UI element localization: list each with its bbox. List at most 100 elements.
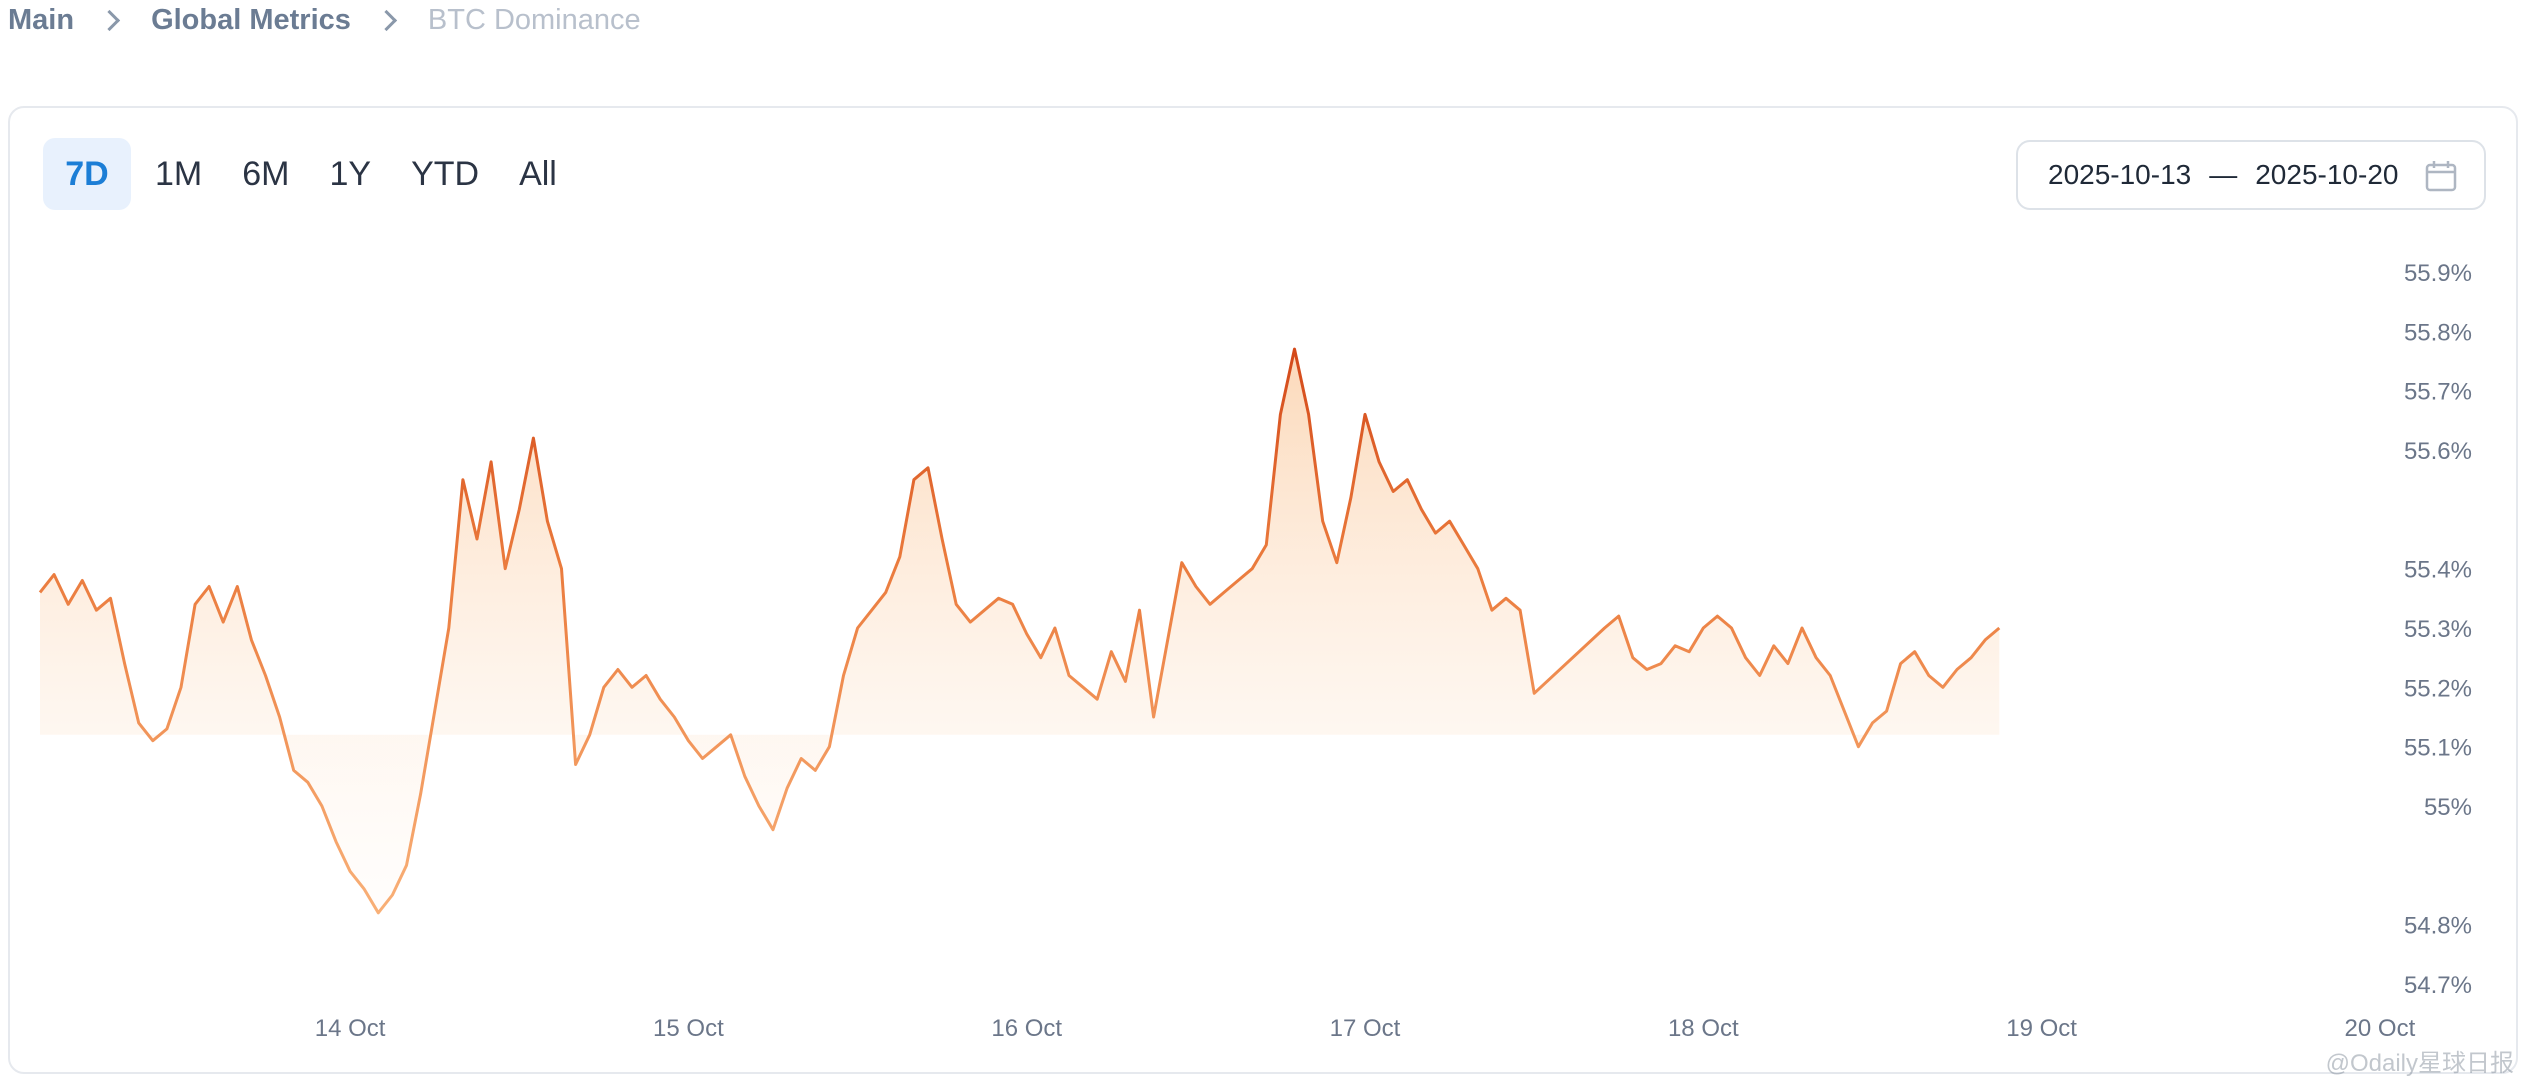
- data-point: [432, 708, 438, 714]
- data-point: [1292, 346, 1298, 352]
- data-point: [1940, 684, 1946, 690]
- range-1y-button[interactable]: 1Y: [329, 154, 372, 193]
- data-point: [460, 477, 466, 483]
- data-point: [953, 601, 959, 607]
- data-point: [855, 625, 861, 631]
- data-point: [333, 839, 339, 845]
- data-point: [728, 732, 734, 738]
- data-point: [685, 738, 691, 744]
- data-point: [1151, 714, 1157, 720]
- x-tick-label: 17 Oct: [1330, 1015, 1401, 1042]
- data-point: [1700, 625, 1706, 631]
- chart-card: 7D 1M 6M 1Y YTD All 2025-10-13 — 2025-10…: [8, 106, 2518, 1074]
- chart-series-line: [38, 347, 2001, 915]
- data-point: [488, 459, 494, 465]
- data-point: [1306, 411, 1312, 417]
- data-point: [164, 726, 170, 732]
- data-point: [544, 518, 550, 524]
- range-1m-button[interactable]: 1M: [155, 154, 203, 193]
- date-end: 2025-10-20: [2255, 159, 2399, 190]
- data-point: [1024, 631, 1030, 637]
- data-point: [812, 767, 818, 773]
- data-point: [1094, 696, 1100, 702]
- data-point: [1433, 530, 1439, 536]
- breadcrumb-global-metrics[interactable]: Global Metrics: [151, 4, 351, 36]
- data-point: [1404, 477, 1410, 483]
- range-7d-button[interactable]: 7D: [43, 138, 131, 210]
- data-point: [1841, 708, 1847, 714]
- range-all-button[interactable]: All: [519, 154, 557, 193]
- range-6m-button[interactable]: 6M: [242, 154, 290, 193]
- time-range-selector: 7D 1M 6M 1Y YTD All: [43, 138, 577, 210]
- breadcrumb-main[interactable]: Main: [8, 4, 75, 36]
- chevron-right-icon: [98, 9, 121, 32]
- calendar-icon[interactable]: [2424, 159, 2458, 200]
- range-ytd-button[interactable]: YTD: [411, 154, 480, 193]
- y-tick-label: 54.8%: [2404, 913, 2472, 940]
- data-point: [206, 584, 212, 590]
- data-point: [1968, 655, 1974, 661]
- data-point: [967, 619, 973, 625]
- y-tick-label: 55.8%: [2404, 319, 2472, 346]
- x-tick-label: 19 Oct: [2006, 1015, 2077, 1042]
- y-tick-label: 55.9%: [2404, 260, 2472, 287]
- data-point: [37, 589, 43, 595]
- y-tick-label: 55.1%: [2404, 735, 2472, 762]
- data-point: [1390, 489, 1396, 495]
- data-point: [883, 589, 889, 595]
- data-point: [1010, 601, 1016, 607]
- data-point: [643, 673, 649, 679]
- data-point: [1982, 637, 1988, 643]
- data-point: [93, 607, 99, 613]
- data-point: [1475, 566, 1481, 572]
- data-point: [178, 684, 184, 690]
- data-point: [1686, 649, 1692, 655]
- data-point: [1165, 637, 1171, 643]
- data-point: [559, 566, 565, 572]
- data-point: [1644, 667, 1650, 673]
- data-point: [700, 756, 706, 762]
- y-tick-label: 55.4%: [2404, 557, 2472, 584]
- chart-area-fill: [40, 349, 2000, 913]
- data-point: [150, 738, 156, 744]
- data-point: [1898, 661, 1904, 667]
- data-point: [291, 767, 297, 773]
- data-point: [1531, 690, 1537, 696]
- data-point: [136, 720, 142, 726]
- chevron-right-icon: [375, 9, 397, 32]
- data-point: [192, 601, 198, 607]
- data-point: [1729, 625, 1735, 631]
- data-point: [1447, 518, 1453, 524]
- breadcrumb-btc-dominance: BTC Dominance: [427, 4, 641, 36]
- data-point: [1912, 649, 1918, 655]
- x-tick-label: 16 Oct: [991, 1015, 1062, 1042]
- data-point: [1714, 613, 1720, 619]
- data-point: [1954, 667, 1960, 673]
- data-point: [826, 744, 832, 750]
- data-point: [1503, 595, 1509, 601]
- data-point: [1855, 744, 1861, 750]
- data-point: [65, 601, 71, 607]
- data-point: [1277, 411, 1283, 417]
- data-point: [79, 578, 85, 584]
- x-axis: 14 Oct 15 Oct 16 Oct 17 Oct 18 Oct 19 Oct 20 O…: [315, 1015, 2416, 1042]
- x-tick-label: 14 Oct: [315, 1015, 386, 1042]
- data-point: [798, 756, 804, 762]
- data-point: [1827, 673, 1833, 679]
- data-point: [234, 584, 240, 590]
- btc-dominance-chart: 54.7% 54.8% 55% 55.1% 55.2% 55.3% 55.4% 55.6% 55…: [37, 260, 2472, 1042]
- data-point: [1785, 661, 1791, 667]
- data-point: [869, 607, 875, 613]
- data-point: [1362, 411, 1368, 417]
- data-point: [1348, 495, 1354, 501]
- data-point: [1870, 720, 1876, 726]
- data-point: [375, 910, 381, 916]
- date-range-picker[interactable]: 2025-10-13 — 2025-10-20: [2016, 140, 2486, 210]
- data-point: [1757, 673, 1763, 679]
- breadcrumb: Main Global Metrics BTC Dominance: [8, 4, 641, 37]
- data-point: [248, 637, 254, 643]
- data-point: [1066, 673, 1072, 679]
- x-tick-label: 20 Oct: [2345, 1015, 2416, 1042]
- data-point: [1221, 589, 1227, 595]
- data-point: [714, 744, 720, 750]
